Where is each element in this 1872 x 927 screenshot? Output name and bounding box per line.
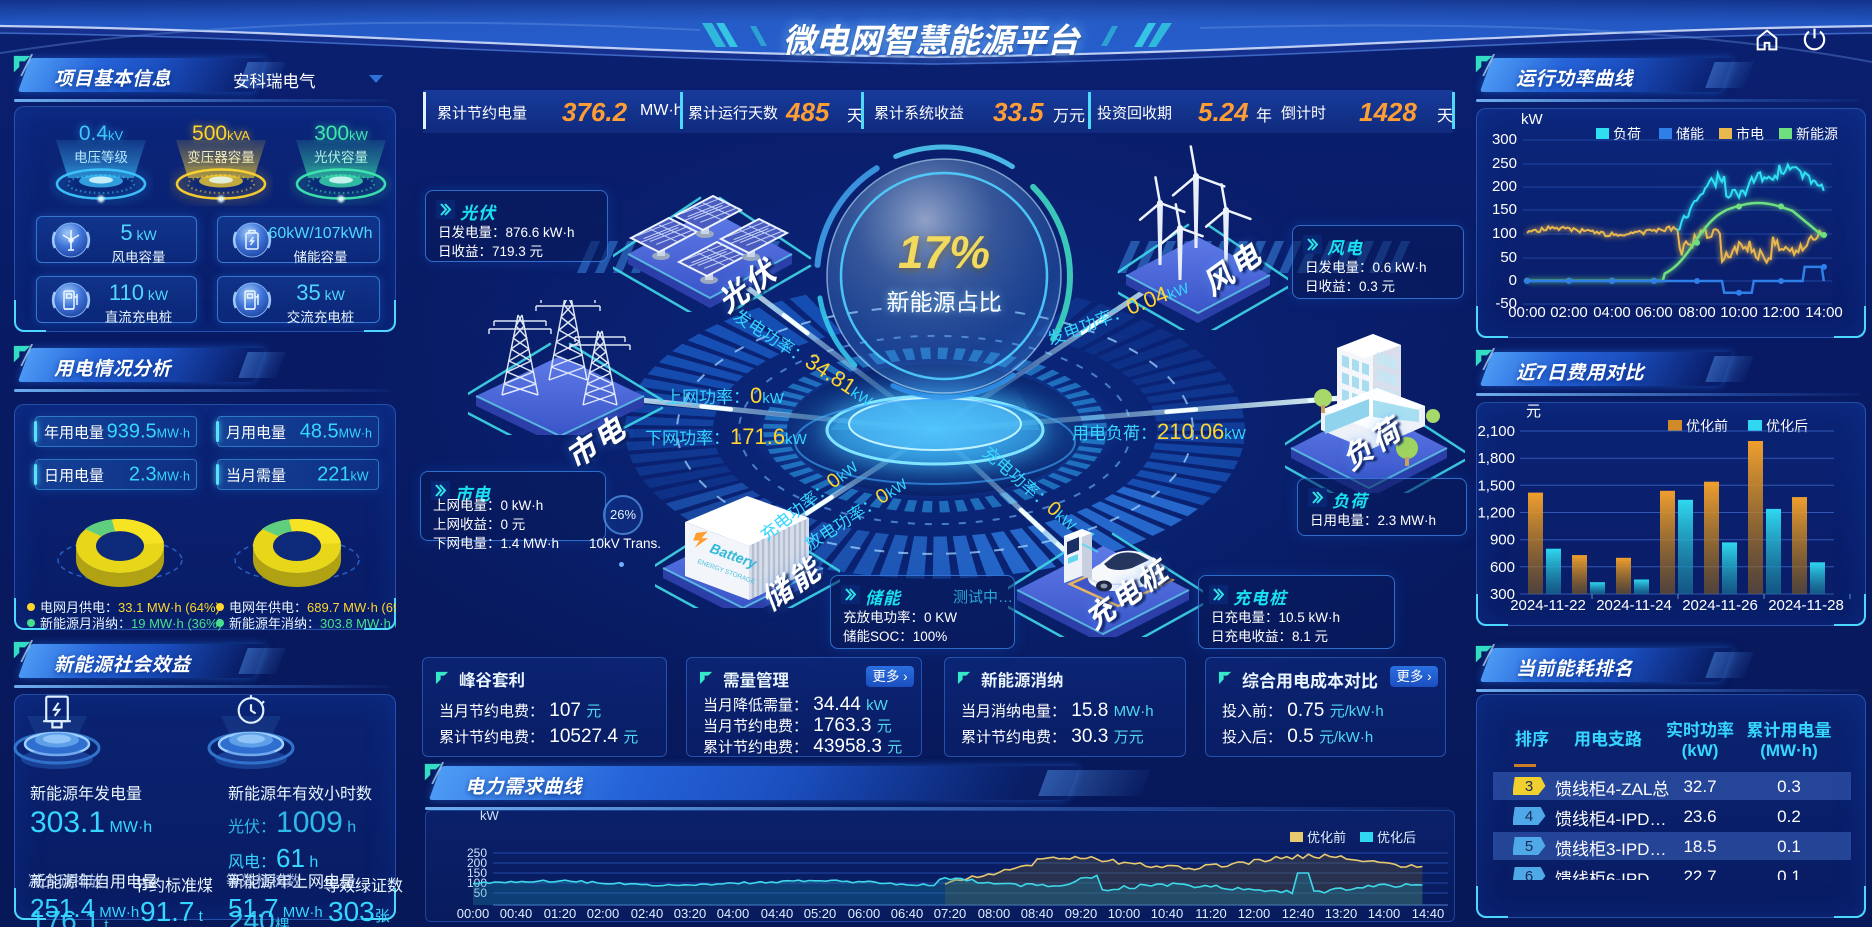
svg-text:08:00: 08:00 bbox=[978, 906, 1011, 921]
svg-text:5: 5 bbox=[1525, 838, 1533, 855]
svg-text:kW: kW bbox=[480, 810, 500, 823]
svg-text:10:40: 10:40 bbox=[1151, 906, 1184, 921]
svg-text:26%: 26% bbox=[610, 507, 636, 522]
svg-text:1,800: 1,800 bbox=[1477, 450, 1515, 467]
svg-text:11:20: 11:20 bbox=[1195, 906, 1227, 921]
svg-text:200: 200 bbox=[1492, 178, 1517, 195]
svg-text:02:00: 02:00 bbox=[1550, 304, 1588, 321]
svg-text:250: 250 bbox=[467, 846, 487, 860]
svg-text:300: 300 bbox=[1492, 131, 1517, 148]
svg-text:01:20: 01:20 bbox=[544, 906, 577, 921]
svg-text:300: 300 bbox=[1490, 586, 1515, 603]
svg-text:00:00: 00:00 bbox=[457, 906, 490, 921]
svg-text:08:40: 08:40 bbox=[1021, 906, 1054, 921]
svg-text:06:00: 06:00 bbox=[848, 906, 881, 921]
svg-text:元: 元 bbox=[1526, 403, 1541, 420]
svg-text:6: 6 bbox=[1525, 868, 1533, 880]
svg-text:02:40: 02:40 bbox=[631, 906, 664, 921]
svg-text:10:00: 10:00 bbox=[1108, 906, 1141, 921]
svg-text:900: 900 bbox=[1490, 532, 1515, 549]
svg-text:03:20: 03:20 bbox=[674, 906, 707, 921]
svg-text:06:00: 06:00 bbox=[1635, 304, 1673, 321]
svg-text:12:00: 12:00 bbox=[1238, 906, 1271, 921]
svg-text:14:40: 14:40 bbox=[1412, 906, 1445, 921]
svg-text:2024-11-26: 2024-11-26 bbox=[1682, 597, 1758, 614]
svg-text:优化后: 优化后 bbox=[1377, 830, 1416, 845]
svg-text:00:00: 00:00 bbox=[1508, 304, 1546, 321]
svg-text:09:20: 09:20 bbox=[1065, 906, 1098, 921]
svg-text:3: 3 bbox=[1525, 778, 1533, 795]
svg-text:14:00: 14:00 bbox=[1368, 906, 1401, 921]
svg-text:12:00: 12:00 bbox=[1762, 304, 1800, 321]
svg-text:200: 200 bbox=[467, 856, 487, 870]
svg-text:4: 4 bbox=[1525, 808, 1533, 825]
svg-text:13:20: 13:20 bbox=[1325, 906, 1358, 921]
svg-text:储能: 储能 bbox=[1676, 126, 1704, 142]
svg-text:0: 0 bbox=[1509, 272, 1517, 289]
svg-text:优化后: 优化后 bbox=[1766, 418, 1808, 434]
svg-text:04:00: 04:00 bbox=[717, 906, 750, 921]
svg-text:00:40: 00:40 bbox=[500, 906, 533, 921]
svg-text:2024-11-28: 2024-11-28 bbox=[1768, 597, 1844, 614]
svg-text:2,100: 2,100 bbox=[1477, 423, 1515, 440]
svg-text:150: 150 bbox=[1492, 201, 1517, 218]
svg-text:50: 50 bbox=[474, 886, 488, 900]
svg-text:100: 100 bbox=[1492, 225, 1517, 242]
svg-text:600: 600 bbox=[1490, 559, 1515, 576]
svg-text:kW: kW bbox=[1521, 111, 1544, 128]
svg-text:04:40: 04:40 bbox=[761, 906, 794, 921]
svg-text:2024-11-22: 2024-11-22 bbox=[1510, 597, 1586, 614]
svg-text:优化前: 优化前 bbox=[1686, 418, 1728, 434]
svg-text:-50: -50 bbox=[1495, 295, 1517, 312]
svg-text:市电: 市电 bbox=[1736, 126, 1764, 142]
svg-text:05:20: 05:20 bbox=[804, 906, 837, 921]
svg-text:07:20: 07:20 bbox=[934, 906, 967, 921]
svg-text:02:00: 02:00 bbox=[587, 906, 620, 921]
svg-text:50: 50 bbox=[1500, 249, 1517, 266]
svg-text:10:00: 10:00 bbox=[1720, 304, 1758, 321]
svg-text:06:40: 06:40 bbox=[891, 906, 924, 921]
svg-text:12:40: 12:40 bbox=[1282, 906, 1315, 921]
svg-text:250: 250 bbox=[1492, 155, 1517, 172]
svg-text:150: 150 bbox=[467, 866, 487, 880]
svg-text:负荷: 负荷 bbox=[1613, 126, 1641, 142]
svg-text:1,200: 1,200 bbox=[1477, 505, 1515, 522]
svg-text:1,500: 1,500 bbox=[1477, 477, 1515, 494]
svg-text:优化前: 优化前 bbox=[1307, 830, 1346, 845]
svg-text:14:00: 14:00 bbox=[1805, 304, 1843, 321]
svg-text:2024-11-24: 2024-11-24 bbox=[1596, 597, 1672, 614]
svg-text:08:00: 08:00 bbox=[1678, 304, 1716, 321]
svg-text:新能源: 新能源 bbox=[1796, 126, 1838, 142]
svg-text:04:00: 04:00 bbox=[1593, 304, 1631, 321]
